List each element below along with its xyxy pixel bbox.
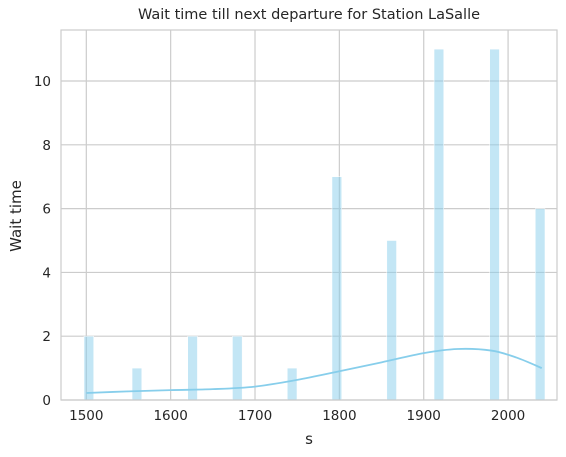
y-tick-label: 6 [42, 202, 51, 218]
y-tick-label: 0 [42, 393, 51, 409]
x-tick-label: 1700 [238, 408, 272, 424]
x-tick-label: 1800 [322, 408, 356, 424]
bar [83, 335, 94, 401]
grid-group [61, 30, 557, 401]
x-tick-label: 1900 [407, 408, 441, 424]
bar [386, 240, 397, 401]
bar [287, 367, 298, 401]
x-axis-label: s [305, 430, 313, 448]
x-tick-label: 1500 [69, 408, 103, 424]
kde-group [86, 347, 543, 394]
y-tick-label: 4 [42, 265, 51, 281]
y-axis-label: Wait time [7, 180, 25, 252]
x-tick-label: 1600 [153, 408, 187, 424]
bar [433, 48, 445, 401]
bar [535, 208, 546, 401]
y-tick-label: 10 [34, 74, 51, 90]
bars-group [83, 48, 546, 401]
axes-group: 1500 1600 1700 1800 1900 2000 0 2 4 6 8 10 [34, 29, 558, 424]
y-tick-label: 2 [42, 329, 51, 345]
kde-line [86, 347, 543, 394]
x-tick-label: 2000 [491, 408, 525, 424]
bar [232, 335, 243, 401]
bar [331, 176, 342, 401]
y-tick-label: 8 [42, 138, 51, 154]
bar [489, 48, 500, 401]
plot-frame [60, 29, 558, 401]
bar [131, 367, 143, 401]
chart-title: Wait time till next departure for Statio… [138, 7, 480, 23]
